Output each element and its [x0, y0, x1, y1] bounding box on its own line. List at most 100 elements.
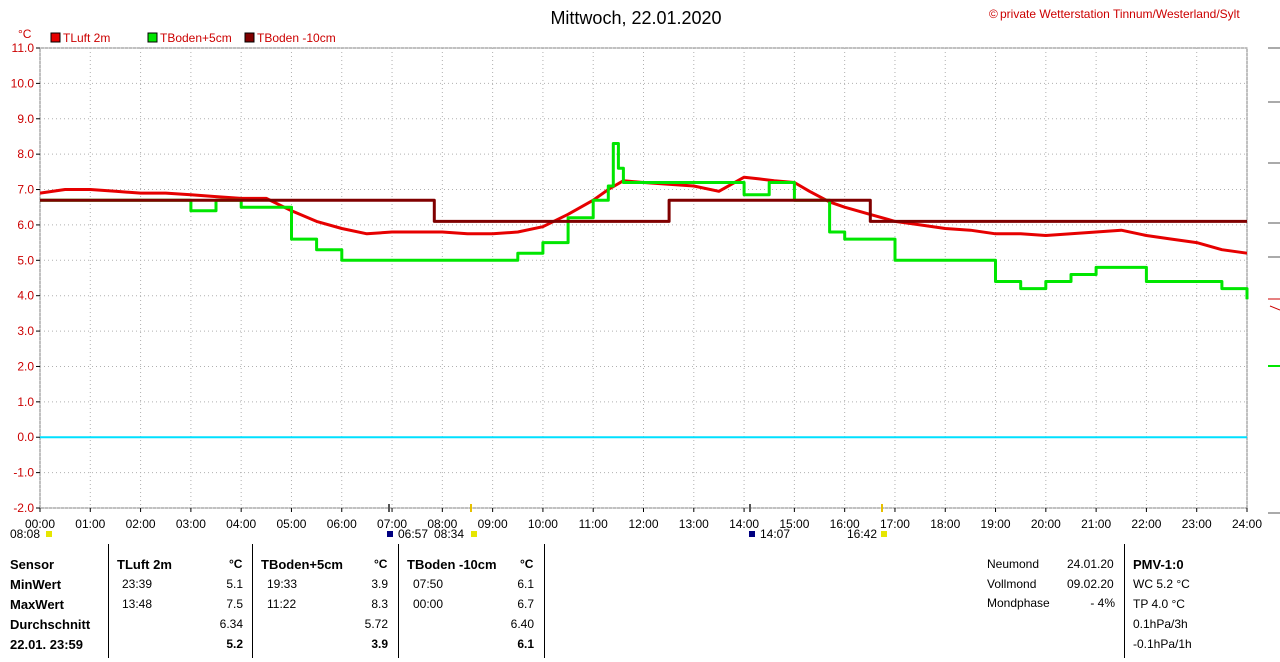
moon-label: Neumond [987, 557, 1040, 571]
x-tick-label: 02:00 [126, 517, 156, 531]
x-tick-label: 15:00 [779, 517, 809, 531]
y-tick-label: 9.0 [17, 112, 34, 126]
header-unit: °C [520, 557, 534, 571]
legend-swatch [244, 32, 255, 43]
header-unit: °C [374, 557, 388, 571]
x-tick-label: 06:00 [327, 517, 357, 531]
marker-time: 14:07 [760, 527, 790, 541]
divider [544, 544, 545, 658]
credit-text: private Wetterstation Tinnum/Westerland/… [1000, 7, 1240, 21]
x-tick-label: 11:00 [579, 517, 608, 531]
pmv-line: -0.1hPa/1h [1133, 637, 1192, 651]
marker-symbol [46, 531, 52, 537]
cell-time: 07:50 [413, 577, 444, 591]
x-tick-label: 12:00 [628, 517, 658, 531]
series-lines [39, 142, 1249, 300]
x-tick-label: 04:00 [226, 517, 256, 531]
moon-value: 09.02.20 [1067, 577, 1114, 591]
marker-time: 06:57 [398, 527, 428, 541]
y-tick-label: 7.0 [17, 183, 34, 197]
x-axis: 00:00 01:00 02:00 03:00 04:00 05:00 06:00 07:00… [25, 508, 1262, 531]
x-tick-label: 00:00 [25, 517, 55, 531]
grid [39, 47, 1248, 509]
y-axis-unit: °C [18, 27, 32, 41]
cell-value: 5.2 [226, 637, 243, 651]
y-tick-label: 8.0 [17, 147, 34, 161]
row-label: 22.01. 23:59 [10, 637, 84, 652]
x-tick-label: 18:00 [930, 517, 960, 531]
cell-value: 5.72 [364, 617, 388, 631]
pmv-title: PMV-1:0 [1133, 557, 1184, 572]
x-tick-label: 23:00 [1182, 517, 1212, 531]
legend-label: TLuft 2m [63, 31, 110, 45]
moon-value: - 4% [1090, 596, 1115, 610]
moon-label: Mondphase [987, 596, 1050, 610]
cell-time: 19:33 [267, 577, 298, 591]
x-tick-label: 10:00 [528, 517, 558, 531]
x-tick-label: 13:00 [679, 517, 709, 531]
x-tick-label: 03:00 [176, 517, 206, 531]
cell-time: 13:48 [122, 597, 153, 611]
header-sensor: Sensor [10, 557, 55, 572]
cell-value: 3.9 [371, 577, 388, 591]
y-tick-label: 5.0 [17, 253, 34, 267]
right-scale-ticks [1268, 47, 1280, 514]
temperature-chart: 11.0 10.0 9.0 8.0 7.0 6.0 5.0 4.0 3.0 2.0 1.0 0.0 -1… [10, 7, 1280, 541]
y-tick-label: -2.0 [13, 501, 34, 515]
plot-area [39, 47, 1248, 509]
x-tick-label: 21:00 [1081, 517, 1111, 531]
legend-label: TBoden+5cm [160, 31, 232, 45]
pmv-line: TP 4.0 °C [1133, 597, 1185, 611]
cell-value: 6.7 [517, 597, 534, 611]
x-tick-label: 07:00 [377, 517, 407, 531]
y-tick-label: 4.0 [17, 289, 34, 303]
x-tick-label: 16:00 [830, 517, 860, 531]
cell-value: 6.1 [517, 637, 534, 651]
x-tick-label: 08:00 [427, 517, 457, 531]
x-tick-label: 22:00 [1131, 517, 1161, 531]
header-unit: °C [229, 557, 243, 571]
cell-value: 5.1 [226, 577, 243, 591]
y-tick-label: 1.0 [17, 395, 34, 409]
x-tick-label: 19:00 [981, 517, 1011, 531]
x-tick-label: 17:00 [880, 517, 910, 531]
cell-value: 3.9 [371, 637, 388, 651]
marker-symbol [881, 531, 887, 537]
cell-time: 00:00 [413, 597, 444, 611]
legend: TLuft 2m TBoden+5cm TBoden -10cm [50, 31, 336, 45]
pmv-line: 0.1hPa/3h [1133, 617, 1188, 631]
header-tboden5: TBoden+5cm [261, 557, 343, 572]
y-tick-label: 0.0 [17, 430, 34, 444]
marker-time: 08:34 [434, 527, 464, 541]
y-tick-label: -1.0 [13, 466, 34, 480]
pmv-line: WC 5.2 °C [1133, 577, 1190, 591]
moon-value: 24.01.20 [1067, 557, 1114, 571]
chart-title: Mittwoch, 22.01.2020 [550, 8, 721, 28]
x-tick-label: 20:00 [1031, 517, 1061, 531]
cell-value: 8.3 [371, 597, 388, 611]
legend-label: TBoden -10cm [257, 31, 336, 45]
row-label: MinWert [10, 577, 62, 592]
y-tick-label: 11.0 [12, 41, 35, 55]
cell-value: 6.40 [510, 617, 534, 631]
cell-time: 11:22 [267, 597, 297, 611]
row-label: MaxWert [10, 597, 64, 612]
marker-time: 16:42 [847, 527, 877, 541]
x-tick-label: 09:00 [478, 517, 508, 531]
cell-value: 6.1 [517, 577, 534, 591]
cell-time: 23:39 [122, 577, 153, 591]
header-tluft: TLuft 2m [117, 557, 172, 572]
x-tick-label: 05:00 [276, 517, 306, 531]
legend-swatch [50, 32, 61, 43]
marker-symbol [387, 531, 393, 537]
divider [108, 544, 109, 658]
marker-time: 08:08 [10, 527, 40, 541]
y-tick-label: 6.0 [17, 218, 34, 232]
divider [398, 544, 399, 658]
marker-symbol [749, 531, 755, 537]
y-tick-label: 2.0 [17, 359, 34, 373]
marker-symbol [471, 531, 477, 537]
cell-value: 6.34 [219, 617, 243, 631]
x-tick-label: 24:00 [1232, 517, 1262, 531]
pmv-info: PMV-1:0 WC 5.2 °C TP 4.0 °C 0.1hPa/3h -0… [1124, 544, 1205, 658]
